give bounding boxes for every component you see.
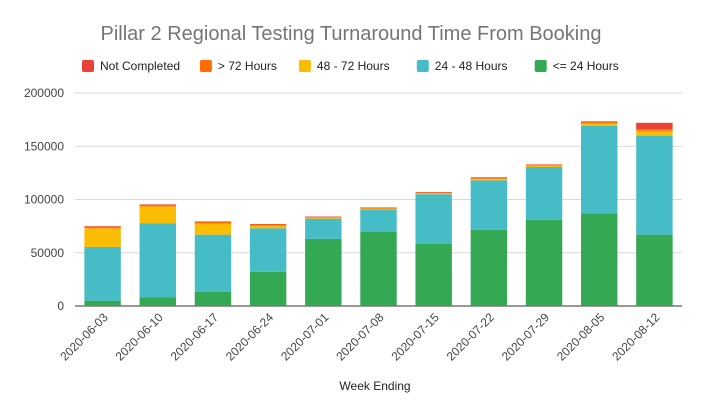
- bar-segment: [525, 167, 563, 220]
- x-tick-label: 2020-06-24: [223, 310, 277, 364]
- bar-segment: [305, 217, 342, 218]
- bar-segment: [139, 297, 176, 306]
- bar-segment: [249, 223, 287, 225]
- bar-segment: [194, 291, 232, 306]
- bar-segment: [470, 229, 508, 306]
- x-tick-label: 2020-07-15: [388, 310, 442, 364]
- chart-title: Pillar 2 Regional Testing Turnaround Tim…: [101, 23, 602, 45]
- bar-segment: [525, 164, 563, 166]
- x-tick-label: 2020-07-29: [499, 310, 553, 364]
- bar-segment: [415, 243, 452, 306]
- bar-segment: [636, 122, 673, 130]
- bar-segment: [249, 225, 287, 229]
- bar-segment: [194, 234, 232, 292]
- bar-segment: [581, 121, 618, 124]
- bar-segment: [84, 246, 121, 301]
- y-axis: 0 50000 100000 150000 200000: [24, 86, 64, 313]
- bar-segment: [194, 221, 232, 224]
- x-tick-label: 2020-08-12: [609, 310, 663, 364]
- bar-segment: [249, 224, 287, 226]
- legend-label: > 72 Hours: [218, 59, 277, 73]
- bar-segment: [415, 192, 452, 193]
- chart-legend: Not Completed > 72 Hours 48 - 72 Hours 24 -…: [82, 59, 619, 73]
- bar-segment: [636, 130, 673, 136]
- bar-segment: [305, 216, 342, 218]
- bar-segment: [525, 219, 563, 306]
- bar-segment: [249, 271, 287, 306]
- x-axis: 2020-06-03 2020-06-10 2020-06-17 2020-06-24…: [57, 310, 662, 364]
- legend-label: <= 24 Hours: [553, 59, 619, 73]
- bar-segment: [305, 217, 342, 219]
- bar-segment: [139, 223, 176, 298]
- bar-segment: [360, 208, 397, 210]
- bar-segment: [249, 228, 287, 272]
- chart-gridlines: [75, 92, 682, 307]
- y-tick-label: 100000: [24, 193, 64, 207]
- x-tick-label: 2020-07-01: [278, 310, 332, 364]
- bar-segment: [636, 234, 673, 306]
- bar-segment: [470, 178, 508, 181]
- bar-segment: [581, 126, 618, 214]
- x-tick-label: 2020-06-10: [113, 310, 167, 364]
- y-tick-label: 150000: [24, 139, 64, 153]
- bar-segment: [470, 177, 508, 179]
- bar-segment: [581, 213, 618, 306]
- bar-segment: [139, 204, 176, 207]
- bar-segment: [470, 177, 508, 178]
- x-axis-title: Week Ending: [339, 379, 410, 393]
- legend-label: Not Completed: [100, 59, 180, 73]
- bar-segment: [84, 226, 121, 229]
- bar-segment: [360, 207, 397, 209]
- legend-swatch: [534, 60, 547, 72]
- bar-segment: [194, 221, 232, 222]
- bar-segment: [581, 123, 618, 127]
- x-tick-label: 2020-06-03: [57, 310, 111, 364]
- legend-label: 24 - 48 Hours: [435, 59, 508, 73]
- bar-segment: [525, 164, 563, 165]
- bar-segment: [470, 180, 508, 230]
- bar-segment: [581, 121, 618, 122]
- bar-segment: [305, 218, 342, 239]
- y-tick-label: 200000: [24, 86, 64, 100]
- bar-segment: [84, 228, 121, 247]
- bar-segment: [194, 223, 232, 235]
- bar-segment: [360, 231, 397, 306]
- bar-segment: [636, 129, 673, 131]
- bar-segment: [139, 204, 176, 205]
- bar-segment: [415, 192, 452, 194]
- legend-swatch: [298, 60, 311, 72]
- bar-segment: [415, 194, 452, 244]
- bar-segment: [636, 135, 673, 235]
- y-tick-label: 50000: [31, 246, 65, 260]
- bar-segment: [415, 193, 452, 195]
- bar-segment: [360, 208, 397, 209]
- bar-segment: [84, 300, 121, 306]
- legend-swatch: [199, 60, 212, 72]
- y-tick-label: 0: [57, 299, 64, 313]
- bar-segment: [360, 209, 397, 232]
- legend-label: 48 - 72 Hours: [317, 59, 390, 73]
- bar-segment: [139, 206, 176, 224]
- legend-swatch: [82, 60, 94, 72]
- bar-segment: [305, 238, 342, 306]
- x-tick-label: 2020-07-22: [444, 310, 498, 364]
- x-tick-label: 2020-06-17: [168, 310, 222, 364]
- legend-swatch: [416, 60, 429, 72]
- x-tick-label: 2020-08-05: [554, 310, 608, 364]
- chart-bars: [84, 121, 673, 306]
- bar-segment: [84, 226, 121, 227]
- bar-segment: [525, 165, 563, 168]
- x-tick-label: 2020-07-08: [333, 310, 387, 364]
